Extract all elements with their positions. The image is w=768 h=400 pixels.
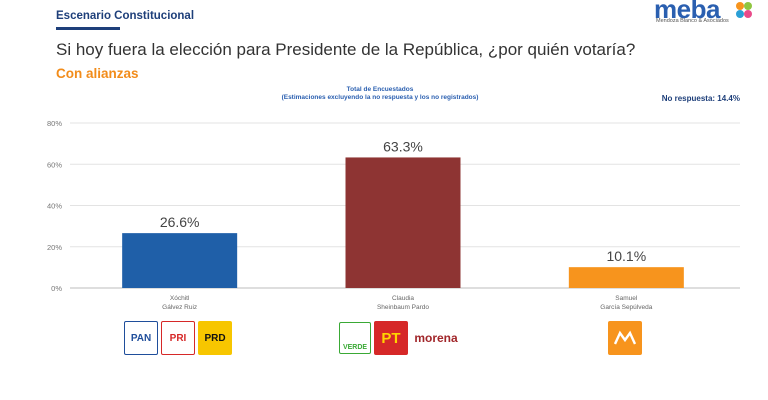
- chart-subtitle: (Estimaciones excluyendo la no respuesta…: [281, 94, 479, 101]
- chart-title-block: Total de Encuestados (Estimaciones exclu…: [240, 86, 520, 102]
- bar-value-label: 10.1%: [606, 248, 646, 264]
- bar: [122, 233, 238, 288]
- x-category-label: García Sepúlveda: [600, 304, 652, 311]
- y-tick-label: 40%: [47, 202, 62, 211]
- section-kicker: Escenario Constitucional: [56, 10, 195, 22]
- survey-question: Si hoy fuera la elección para Presidente…: [56, 40, 636, 59]
- pan-logo-icon: PAN: [124, 321, 158, 355]
- x-category-label: Xóchitl: [170, 295, 190, 302]
- x-category-label: Claudia: [392, 295, 414, 302]
- x-category-label: Gálvez Ruiz: [162, 304, 197, 311]
- y-tick-label: 60%: [47, 160, 62, 169]
- scenario-subtitle: Con alianzas: [56, 66, 139, 81]
- x-category-label: Sheinbaum Pardo: [377, 304, 429, 311]
- chart-title: Total de Encuestados: [346, 86, 414, 93]
- y-tick-label: 0%: [51, 284, 62, 293]
- brand-logo: meba Mendoza Blanco & Asociados: [654, 0, 766, 28]
- party-logo-group: [608, 321, 642, 355]
- morena-logo-icon: morena: [411, 322, 461, 354]
- x-category-label: Samuel: [615, 295, 638, 302]
- verde-logo-icon: VERDE: [339, 322, 371, 354]
- brand-mark-icon: [736, 2, 752, 18]
- party-logo-group: PAN PRI PRD: [124, 321, 232, 355]
- prd-logo-icon: PRD: [198, 321, 232, 355]
- bar: [568, 267, 684, 288]
- y-tick-label: 20%: [47, 243, 62, 252]
- brand-tagline: Mendoza Blanco & Asociados: [656, 18, 729, 24]
- bar: [345, 157, 461, 288]
- pt-logo-icon: PT: [374, 321, 408, 355]
- no-response-note: No respuesta: 14.4%: [661, 94, 740, 103]
- party-logo-group: VERDE PT morena: [339, 321, 461, 355]
- bar-value-label: 26.6%: [160, 214, 200, 230]
- y-tick-label: 80%: [47, 119, 62, 128]
- kicker-underline: [56, 27, 120, 30]
- movimiento-ciudadano-logo-icon: [608, 321, 642, 355]
- bar-value-label: 63.3%: [383, 138, 423, 154]
- brand-name: meba: [654, 0, 720, 24]
- pri-logo-icon: PRI: [161, 321, 195, 355]
